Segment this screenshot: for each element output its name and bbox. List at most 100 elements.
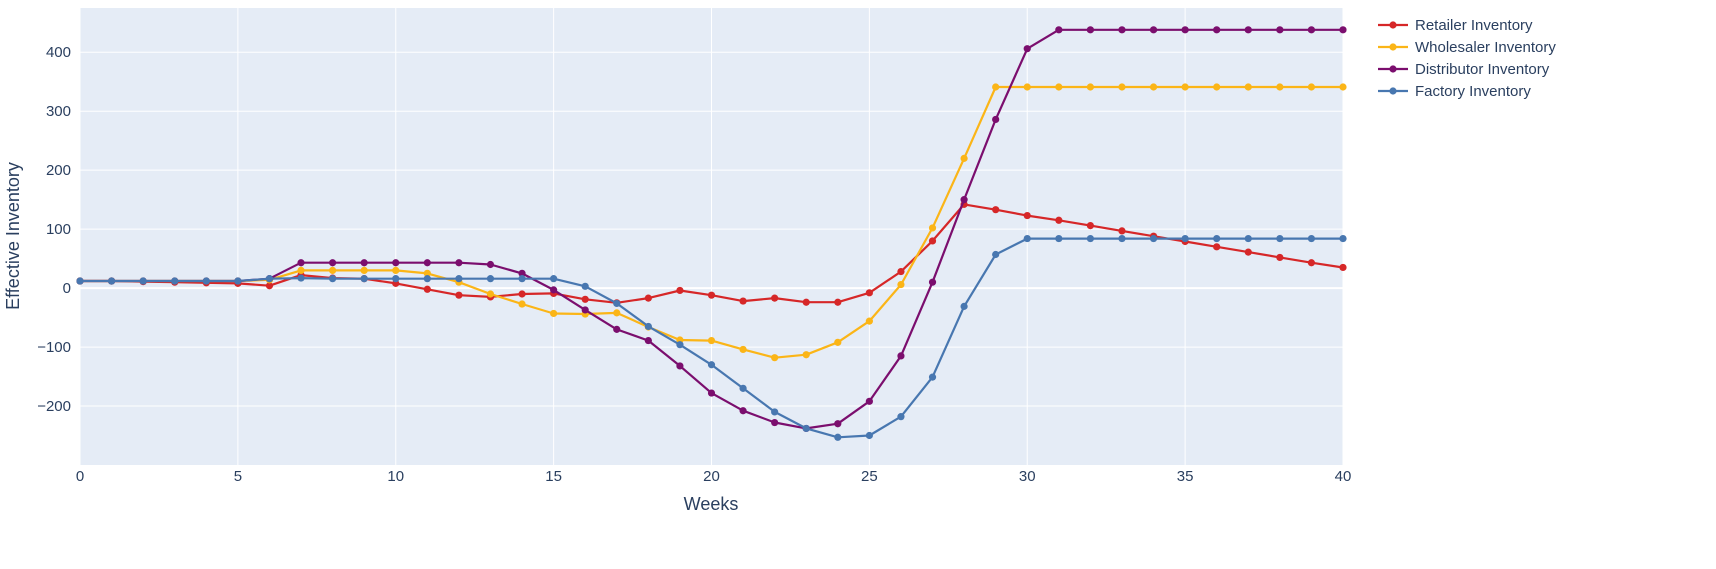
data-point[interactable] — [992, 206, 1000, 214]
data-point[interactable] — [486, 260, 495, 269]
data-point[interactable] — [865, 397, 873, 405]
data-point[interactable] — [992, 250, 1000, 259]
data-point[interactable] — [423, 269, 431, 277]
data-point[interactable] — [329, 259, 337, 267]
data-point[interactable] — [486, 275, 495, 283]
legend-item[interactable]: Retailer Inventory — [1378, 17, 1533, 34]
data-point[interactable] — [897, 280, 905, 289]
data-point[interactable] — [1181, 83, 1189, 91]
data-point[interactable] — [486, 290, 495, 298]
data-point[interactable] — [1244, 248, 1252, 256]
data-point[interactable] — [802, 298, 810, 306]
data-point[interactable] — [518, 290, 526, 298]
data-point[interactable] — [1244, 234, 1252, 243]
legend[interactable]: Retailer Inventory Wholesaler Inventory Di… — [1378, 17, 1556, 100]
data-point[interactable] — [960, 154, 968, 162]
data-point[interactable] — [928, 237, 937, 245]
data-point[interactable] — [771, 418, 779, 427]
data-point[interactable] — [360, 275, 368, 283]
data-point[interactable] — [265, 282, 274, 290]
data-point[interactable] — [1276, 234, 1284, 243]
data-point[interactable] — [297, 266, 305, 275]
data-point[interactable] — [1023, 211, 1031, 220]
data-point[interactable] — [1023, 83, 1031, 91]
data-point[interactable] — [707, 291, 716, 299]
data-point[interactable] — [1307, 26, 1316, 34]
data-point[interactable] — [518, 300, 526, 308]
data-point[interactable] — [707, 336, 716, 345]
data-point[interactable] — [1213, 234, 1221, 243]
data-point[interactable] — [707, 361, 716, 369]
data-point[interactable] — [297, 274, 305, 282]
data-point[interactable] — [739, 297, 747, 305]
data-point[interactable] — [928, 224, 937, 232]
data-point[interactable] — [518, 275, 526, 283]
data-point[interactable] — [960, 196, 968, 204]
data-point[interactable] — [329, 266, 337, 275]
data-point[interactable] — [329, 275, 337, 283]
data-point[interactable] — [1023, 45, 1031, 53]
data-point[interactable] — [518, 269, 526, 277]
data-point[interactable] — [739, 384, 747, 392]
data-point[interactable] — [802, 424, 810, 433]
data-point[interactable] — [455, 259, 463, 267]
data-point[interactable] — [1149, 26, 1158, 34]
data-point[interactable] — [802, 351, 810, 359]
data-point[interactable] — [739, 407, 747, 415]
data-point[interactable] — [834, 420, 842, 428]
data-point[interactable] — [1086, 234, 1094, 243]
data-point[interactable] — [423, 285, 431, 293]
data-point[interactable] — [1339, 26, 1347, 34]
data-point[interactable] — [1086, 26, 1094, 34]
data-point[interactable] — [707, 389, 716, 397]
data-point[interactable] — [1055, 26, 1063, 34]
data-point[interactable] — [455, 275, 463, 283]
data-point[interactable] — [581, 295, 589, 303]
data-point[interactable] — [1307, 234, 1316, 243]
data-point[interactable] — [1118, 227, 1126, 235]
data-point[interactable] — [139, 277, 147, 285]
data-point[interactable] — [1339, 83, 1347, 91]
data-point[interactable] — [1118, 83, 1126, 91]
data-point[interactable] — [1307, 83, 1316, 91]
data-point[interactable] — [234, 277, 242, 285]
data-point[interactable] — [928, 278, 937, 286]
data-point[interactable] — [360, 266, 368, 275]
data-point[interactable] — [171, 277, 179, 285]
data-point[interactable] — [771, 294, 779, 302]
data-point[interactable] — [1086, 221, 1094, 230]
data-point[interactable] — [676, 286, 684, 295]
data-point[interactable] — [865, 431, 873, 440]
data-point[interactable] — [1244, 83, 1252, 91]
data-point[interactable] — [771, 408, 779, 416]
data-point[interactable] — [897, 413, 905, 421]
data-point[interactable] — [1307, 259, 1316, 267]
data-point[interactable] — [1213, 83, 1221, 91]
data-point[interactable] — [834, 298, 842, 306]
data-point[interactable] — [613, 299, 621, 308]
data-point[interactable] — [834, 338, 842, 346]
data-point[interactable] — [392, 275, 400, 283]
legend-item[interactable]: Factory Inventory — [1378, 83, 1531, 100]
data-point[interactable] — [550, 286, 558, 294]
data-point[interactable] — [455, 291, 463, 299]
data-point[interactable] — [550, 275, 558, 283]
data-point[interactable] — [76, 277, 84, 285]
data-point[interactable] — [613, 325, 621, 333]
data-point[interactable] — [1213, 243, 1221, 251]
data-point[interactable] — [581, 306, 589, 314]
data-point[interactable] — [1213, 26, 1221, 34]
data-point[interactable] — [834, 433, 842, 441]
data-point[interactable] — [676, 362, 684, 370]
data-point[interactable] — [360, 259, 368, 267]
data-point[interactable] — [644, 322, 652, 331]
data-point[interactable] — [1181, 26, 1189, 34]
data-point[interactable] — [644, 294, 652, 302]
data-point[interactable] — [1118, 234, 1126, 243]
data-point[interactable] — [1023, 234, 1031, 243]
data-point[interactable] — [1055, 83, 1063, 91]
data-point[interactable] — [1149, 234, 1158, 243]
data-point[interactable] — [865, 317, 873, 325]
data-point[interactable] — [1244, 26, 1252, 34]
data-point[interactable] — [392, 266, 400, 275]
